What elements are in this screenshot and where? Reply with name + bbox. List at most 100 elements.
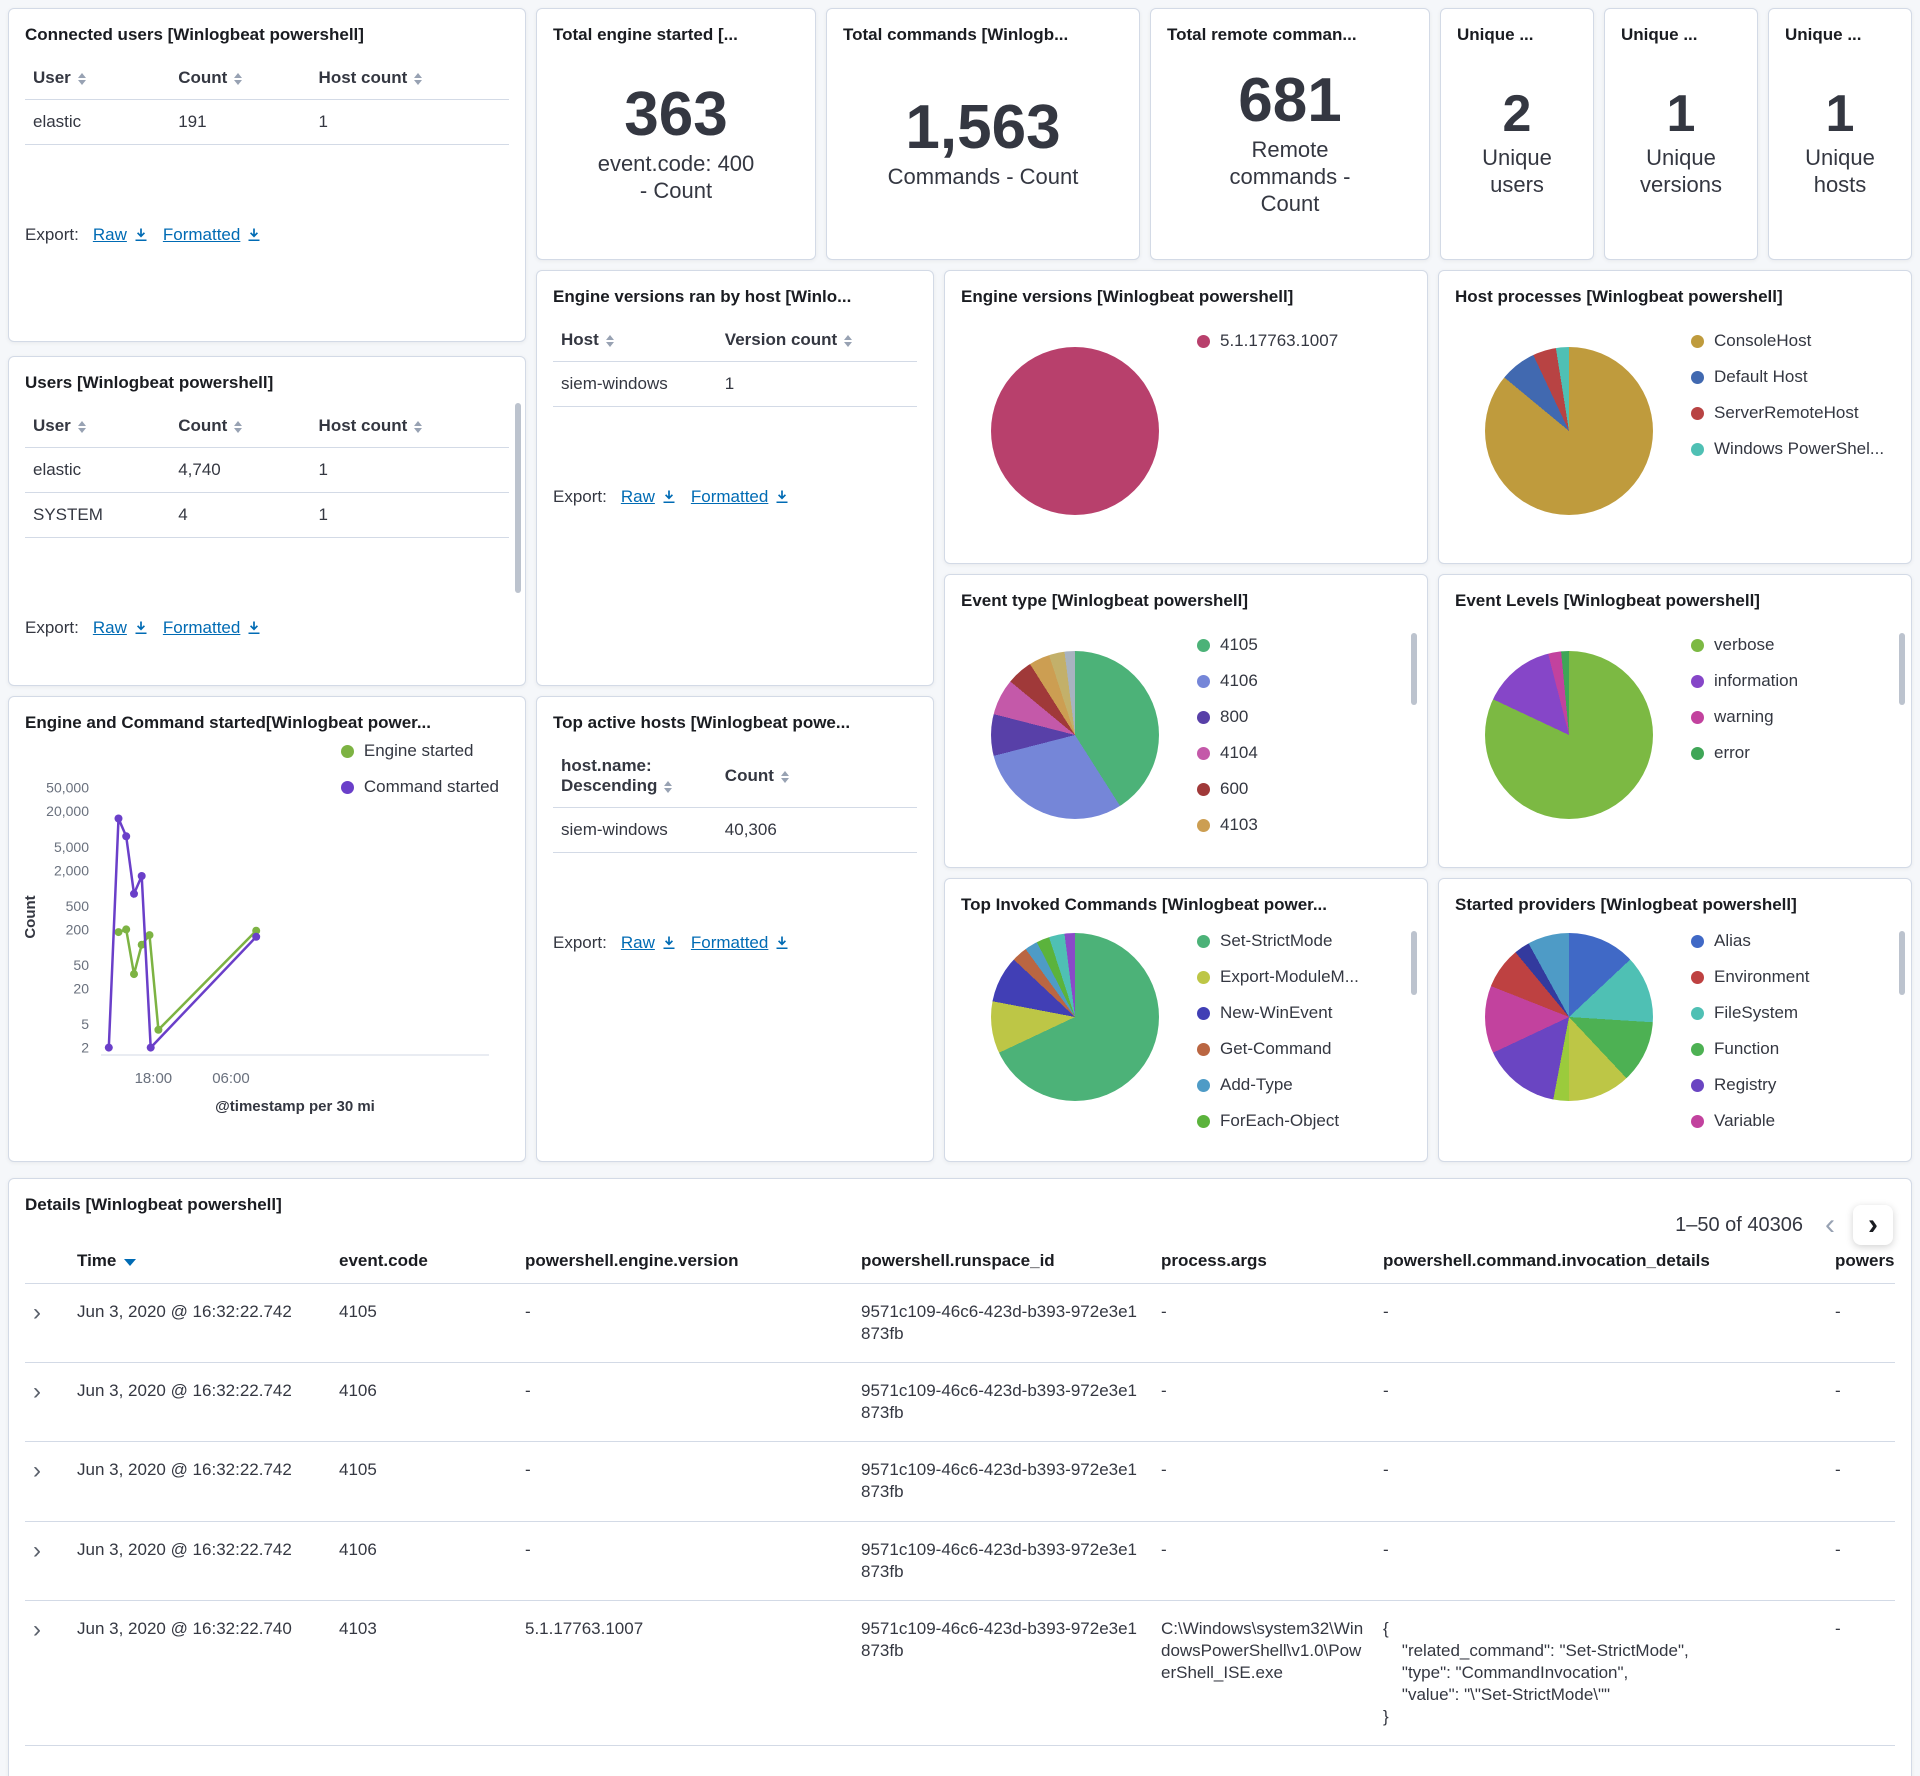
column-header[interactable]: Count [170,405,311,448]
expand-row-button[interactable]: › [33,1536,41,1564]
legend-item[interactable]: Get-Command [1197,1039,1359,1059]
top-invoked-commands-pie-chart[interactable] [991,933,1159,1101]
legend-label: Environment [1714,967,1810,986]
legend-item[interactable]: Engine started [340,741,499,761]
column-header[interactable]: Host [553,319,717,362]
scrollbar[interactable] [515,403,521,593]
legend-label: 4103 [1220,815,1258,834]
scrollbar[interactable] [1899,931,1905,995]
metric: 363 event.code: 400 - Count [553,45,799,241]
column-header[interactable]: powers [1827,1239,1895,1284]
legend-dot-icon [340,744,354,758]
timeseries-chart[interactable]: 50,000 20,000 5,000 2,000 500 200 50 20 5 2 18:00 0… [19,763,511,1128]
legend-item[interactable]: 4104 [1197,743,1258,763]
host-processes-pie-chart[interactable] [1485,347,1653,515]
column-header[interactable]: User [25,405,171,448]
export-label: Export: [25,618,79,637]
legend-item[interactable]: Command started [340,777,499,797]
legend-item[interactable]: ForEach-Object [1197,1111,1359,1131]
export-formatted-link[interactable]: Formatted [163,225,262,245]
legend-item[interactable]: Alias [1691,931,1809,951]
legend-item[interactable]: error [1691,743,1798,763]
legend-dot-icon [1197,710,1210,724]
legend-item[interactable]: Default Host [1691,367,1884,387]
metric-label: Unique versions [1640,145,1722,198]
details-row: › Jun 3, 2020 @ 16:32:22.742 4106-9571c109… [25,1362,1895,1443]
started-providers-pie-chart[interactable] [1485,933,1653,1101]
legend-label: Get-Command [1220,1039,1332,1058]
scrollbar[interactable] [1411,633,1417,705]
engine-versions-pie-chart[interactable] [991,347,1159,515]
legend-dot-icon [1691,638,1704,652]
legend-item[interactable]: Set-StrictMode [1197,931,1359,951]
export-formatted-link[interactable]: Formatted [691,933,790,953]
details-row: › Jun 3, 2020 @ 16:32:22.742 4105-9571c109… [25,1283,1895,1364]
legend-item[interactable]: 4106 [1197,671,1258,691]
legend-item[interactable]: ServerRemoteHost [1691,403,1884,423]
legend-item[interactable]: 800 [1197,707,1258,727]
expand-row-button[interactable]: › [33,1615,41,1643]
legend-item[interactable]: Windows PowerShel... [1691,439,1884,459]
column-header[interactable]: Time [69,1239,331,1284]
legend-item[interactable]: Environment [1691,967,1809,987]
column-header[interactable]: powershell.command.invocation_details [1375,1239,1827,1284]
column-header[interactable]: host.name: Descending [553,745,717,808]
legend-label: 4105 [1220,635,1258,654]
column-header[interactable]: powershell.engine.version [517,1239,853,1284]
pagination-next-button[interactable]: › [1853,1205,1893,1245]
legend-item[interactable]: ConsoleHost [1691,331,1884,351]
scrollbar[interactable] [1899,633,1905,705]
chart-legend: 4105 4106 800 4104 600 4103 [1197,635,1258,851]
metric: 681 Remote commands - Count [1167,45,1413,241]
export-raw-link[interactable]: Raw [93,618,149,638]
column-header[interactable]: Host count [310,405,509,448]
legend-item[interactable]: Registry [1691,1075,1809,1095]
sort-icon [664,780,673,793]
event-type-pie-chart[interactable] [991,651,1159,819]
column-header[interactable]: event.code [331,1239,517,1284]
legend-item[interactable]: information [1691,671,1798,691]
legend-item[interactable]: warning [1691,707,1798,727]
export-controls: Export: Raw Formatted [25,618,509,638]
column-header[interactable]: process.args [1153,1239,1375,1284]
svg-text:20,000: 20,000 [46,803,89,819]
column-header[interactable]: powershell.runspace_id [853,1239,1153,1284]
pagination-prev-button[interactable]: ‹ [1825,1208,1835,1241]
export-raw-link[interactable]: Raw [93,225,149,245]
svg-text:Count: Count [22,895,39,938]
sort-icon [414,420,423,433]
legend-item[interactable]: 4105 [1197,635,1258,655]
legend-item[interactable]: Function [1691,1039,1809,1059]
legend-item[interactable]: 5.1.17763.1007 [1197,331,1338,351]
expand-row-button[interactable]: › [33,1378,41,1406]
event-levels-pie-chart[interactable] [1485,651,1653,819]
table-cell: siem-windows [553,807,717,853]
legend-item[interactable]: 4103 [1197,815,1258,835]
legend-label: FileSystem [1714,1003,1799,1022]
scrollbar[interactable] [1411,931,1417,995]
legend-dot-icon [1691,406,1704,420]
legend-item[interactable]: 600 [1197,779,1258,799]
details-cell: - [1375,1521,1827,1601]
legend-item[interactable]: New-WinEvent [1197,1003,1359,1023]
legend-item[interactable]: Export-ModuleM... [1197,967,1359,987]
column-header[interactable]: Count [716,745,917,808]
details-cell: 4106 [331,1362,517,1443]
column-header[interactable]: Version count [716,319,917,362]
export-raw-link[interactable]: Raw [621,933,677,953]
expand-row-button[interactable]: › [33,1299,41,1326]
export-formatted-link[interactable]: Formatted [163,618,262,638]
details-cell: - [517,1521,853,1601]
column-header[interactable]: User [25,57,171,100]
legend-item[interactable]: FileSystem [1691,1003,1809,1023]
export-raw-link[interactable]: Raw [621,487,677,507]
column-header[interactable]: Host count [310,57,509,100]
legend-item[interactable]: Variable [1691,1111,1809,1131]
export-formatted-link[interactable]: Formatted [691,487,790,507]
sort-icon [234,420,243,433]
column-header[interactable]: Count [170,57,311,100]
legend-label: Default Host [1714,367,1808,386]
legend-item[interactable]: Add-Type [1197,1075,1359,1095]
legend-item[interactable]: verbose [1691,635,1798,655]
expand-row-button[interactable]: › [33,1457,41,1485]
